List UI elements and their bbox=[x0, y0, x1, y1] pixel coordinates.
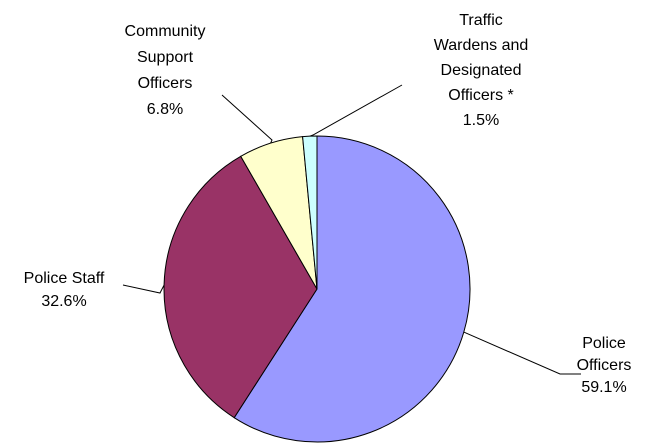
slice-label-traffic-wardens: Traffic Wardens and Designated Officers * 1.… bbox=[434, 12, 529, 129]
leader-lines-layer bbox=[122, 84, 581, 375]
slice-name-line: Designated bbox=[441, 62, 522, 79]
leader-line-traffic-wardens bbox=[309, 84, 403, 137]
labels-layer: Police Officers 59.1% Police Staff 32.6% Comm… bbox=[24, 12, 632, 396]
slice-name-line: Wardens and bbox=[434, 37, 529, 54]
slice-value-label: 1.5% bbox=[463, 112, 499, 129]
slice-name-line: Traffic bbox=[459, 12, 503, 29]
slice-value-label: 32.6% bbox=[41, 293, 86, 310]
slice-name-line: Community bbox=[125, 23, 206, 40]
slice-name-line: Officers bbox=[577, 357, 632, 374]
slice-name-line: Officers * bbox=[448, 87, 514, 104]
slice-name-line: Officers bbox=[138, 75, 193, 92]
slice-value-label: 6.8% bbox=[147, 101, 183, 118]
slice-label-police-officers: Police Officers 59.1% bbox=[577, 335, 632, 396]
slice-label-police-staff: Police Staff 32.6% bbox=[24, 270, 105, 310]
slice-name-line: Police Staff bbox=[24, 270, 105, 287]
leader-line-police-officers bbox=[463, 331, 581, 375]
slice-name-line: Police bbox=[582, 335, 626, 352]
slices-layer bbox=[163, 135, 471, 443]
leader-line-community-support-officers bbox=[221, 94, 273, 144]
slice-value-label: 59.1% bbox=[581, 379, 626, 396]
slice-label-community-support-officers: Community Support Officers 6.8% bbox=[125, 23, 206, 118]
pie-slice-police-staff bbox=[163, 155, 318, 419]
slice-name-line: Support bbox=[137, 49, 194, 66]
leader-line-police-staff bbox=[122, 284, 165, 294]
